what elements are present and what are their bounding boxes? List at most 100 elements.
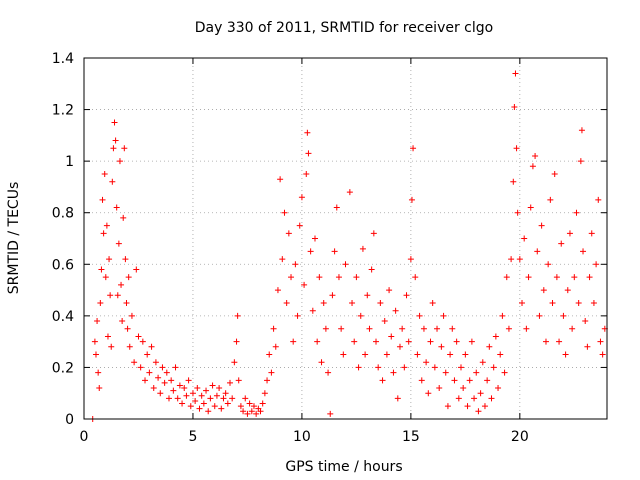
data-point [126, 343, 133, 350]
data-point [545, 261, 552, 268]
data-point [462, 351, 469, 358]
data-point [590, 299, 597, 306]
data-point [266, 351, 273, 358]
data-point [396, 343, 403, 350]
data-point [468, 338, 475, 345]
data-point [455, 395, 462, 402]
data-point [486, 343, 493, 350]
data-point [170, 387, 177, 394]
data-point [135, 333, 142, 340]
data-point [536, 312, 543, 319]
data-point [205, 408, 212, 415]
data-point [532, 152, 539, 159]
data-point [412, 274, 419, 281]
data-point [534, 248, 541, 255]
data-point [346, 189, 353, 196]
data-point [556, 338, 563, 345]
y-tick-label: 0.8 [52, 206, 74, 222]
data-point [399, 325, 406, 332]
data-point [227, 379, 234, 386]
data-point [292, 261, 299, 268]
data-point [420, 325, 427, 332]
data-point [288, 274, 295, 281]
data-point [320, 299, 327, 306]
x-tick-label: 0 [80, 429, 89, 445]
data-point [588, 230, 595, 237]
data-point [331, 248, 338, 255]
data-point [373, 338, 380, 345]
data-point [447, 351, 454, 358]
data-point [497, 351, 504, 358]
y-tick-label: 0.2 [52, 360, 74, 376]
data-point [183, 392, 190, 399]
data-point [155, 374, 162, 381]
data-point [405, 338, 412, 345]
y-axis-label: SRMTID / TECUs [6, 182, 22, 295]
data-point [408, 196, 415, 203]
data-point [268, 369, 275, 376]
data-point [250, 403, 257, 410]
data-point [99, 196, 106, 203]
data-point [505, 325, 512, 332]
data-point [115, 240, 122, 247]
data-point [571, 274, 578, 281]
data-point [477, 390, 484, 397]
y-tick-label: 1 [65, 154, 74, 170]
data-point [209, 382, 216, 389]
data-point [325, 369, 332, 376]
data-point [510, 178, 517, 185]
data-point [194, 385, 201, 392]
data-point [501, 369, 508, 376]
data-point [475, 408, 482, 415]
data-point [179, 400, 186, 407]
data-point [381, 318, 388, 325]
data-point [440, 312, 447, 319]
data-point [599, 351, 606, 358]
data-point [222, 390, 229, 397]
data-point [233, 338, 240, 345]
data-point [423, 359, 430, 366]
data-point [272, 343, 279, 350]
data-point [357, 312, 364, 319]
data-point [133, 266, 140, 273]
data-point [116, 158, 123, 165]
data-point [207, 395, 214, 402]
data-point [370, 230, 377, 237]
data-point [353, 274, 360, 281]
data-point [248, 408, 255, 415]
data-point [499, 312, 506, 319]
data-point [101, 171, 108, 178]
data-point [364, 292, 371, 299]
data-point [108, 343, 115, 350]
data-point [103, 222, 110, 229]
data-point [192, 397, 199, 404]
data-point [220, 395, 227, 402]
data-point [511, 103, 518, 110]
x-tick-label: 5 [188, 429, 197, 445]
data-point [431, 364, 438, 371]
data-point [366, 325, 373, 332]
y-tick-label: 0.6 [52, 257, 74, 273]
data-point [495, 385, 502, 392]
data-point [425, 390, 432, 397]
data-point [479, 359, 486, 366]
data-point [386, 287, 393, 294]
data-point [131, 359, 138, 366]
data-point [314, 338, 321, 345]
data-point [451, 377, 458, 384]
axis-ticks: 0 5 10 15 20 0 0.2 0.4 0.6 0.8 1 1.2 1.4 [52, 51, 607, 445]
data-point [270, 325, 277, 332]
data-point [566, 230, 573, 237]
data-point [549, 299, 556, 306]
data-point [224, 400, 231, 407]
data-point [322, 325, 329, 332]
data-point [525, 274, 532, 281]
data-point [213, 392, 220, 399]
data-point [97, 299, 104, 306]
data-point [102, 274, 109, 281]
data-point [464, 403, 471, 410]
data-point [473, 369, 480, 376]
data-point [595, 196, 602, 203]
data-point [298, 194, 305, 201]
data-point [429, 299, 436, 306]
